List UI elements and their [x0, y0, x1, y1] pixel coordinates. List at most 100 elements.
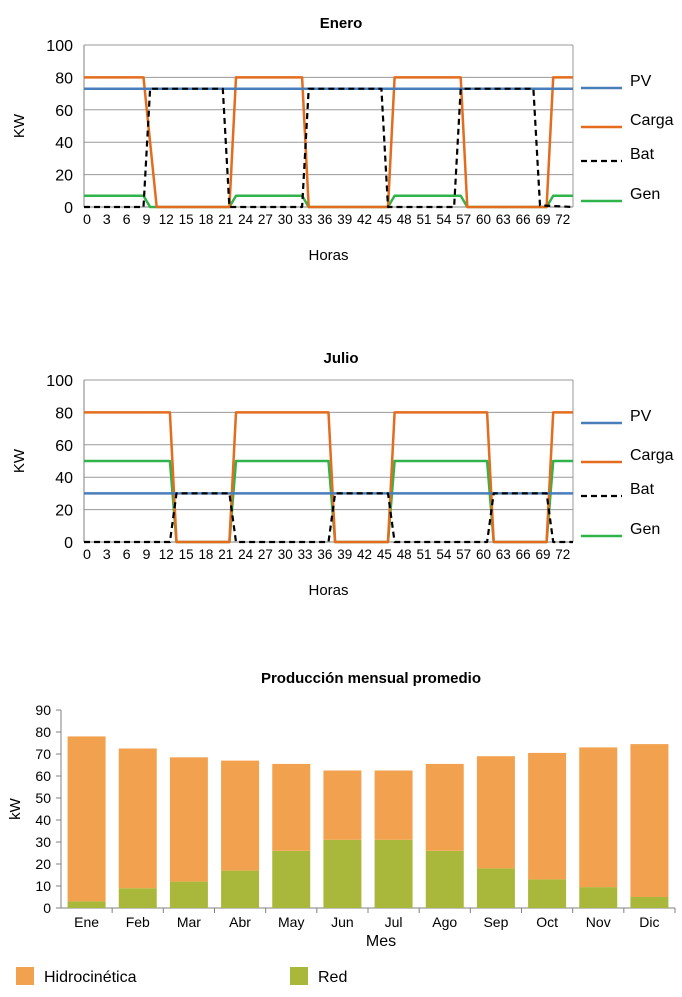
chart1-y-tick-label: 60	[55, 103, 73, 120]
chart2-x-tick-label: 12	[159, 546, 174, 562]
chart1-x-tick-label: 30	[278, 211, 293, 227]
chart2-x-tick-label: 60	[476, 546, 491, 562]
produccion-bar-chart: Producción mensual promedio 0 10 20 30 40 50 60…	[0, 660, 682, 997]
chart1-x-tick-label: 54	[436, 211, 451, 227]
chart2-y-tick-label: 100	[46, 373, 73, 390]
chart3-bar-red	[67, 901, 106, 908]
chart1-legend-label-gen: Gen	[630, 186, 660, 203]
chart2-series-bat-line	[84, 492, 573, 544]
chart3-bar-hidrocinética	[630, 744, 669, 897]
chart1-y-tick-label: 40	[55, 135, 73, 152]
chart2-series-gen-line	[84, 459, 573, 544]
chart1-x-tick-label: 72	[555, 211, 570, 227]
chart2-x-tick-label: 66	[516, 546, 531, 562]
chart3-x-tick-label: Nov	[586, 914, 611, 930]
chart3-x-tick-label: Feb	[126, 914, 150, 930]
chart1-x-tick-label: 27	[258, 211, 273, 227]
chart3-bar-hidrocinética	[476, 756, 515, 869]
chart3-bar-red	[221, 870, 260, 908]
chart1-legend-label-bat: Bat	[630, 146, 655, 163]
chart3-legend-swatch-red	[290, 967, 308, 985]
chart1-legend-label-pv: PV	[630, 73, 652, 90]
chart2-y-axis-label: KW	[11, 448, 28, 473]
chart3-x-tick-label: Mar	[177, 914, 201, 930]
chart2-x-tick-label: 15	[179, 546, 194, 562]
chart3-bar-red	[579, 887, 618, 908]
chart3-y-tick-label: 80	[35, 724, 51, 740]
chart1-x-tick-label: 24	[238, 211, 253, 227]
chart3-x-tick-label: Abr	[229, 914, 251, 930]
chart2-x-tick-label: 6	[123, 546, 131, 562]
chart1-x-tick-label: 18	[198, 211, 213, 227]
chart1-y-tick-label: 20	[55, 168, 73, 185]
chart2-x-tick-label: 33	[298, 546, 313, 562]
chart2-x-tick-label: 36	[317, 546, 332, 562]
chart2-x-tick-label: 42	[357, 546, 372, 562]
chart2-y-tick-label: 40	[55, 470, 73, 487]
chart1-x-tick-label: 15	[179, 211, 194, 227]
chart3-bar-red	[272, 850, 311, 908]
chart3-bar-red	[528, 879, 567, 908]
chart1-x-tick-label: 12	[159, 211, 174, 227]
chart1-y-tick-label: 100	[46, 38, 73, 55]
chart1-y-tick-label: 0	[64, 200, 73, 217]
chart3-title: Producción mensual promedio	[261, 670, 481, 687]
chart2-legend-label-gen: Gen	[630, 521, 660, 538]
chart1-x-tick-label: 36	[317, 211, 332, 227]
chart3-y-tick-label: 90	[35, 702, 51, 718]
chart2-x-tick-label: 27	[258, 546, 273, 562]
chart3-y-tick-label: 40	[35, 812, 51, 828]
chart2-x-tick-label: 45	[377, 546, 392, 562]
chart2-y-tick-label: 60	[55, 438, 73, 455]
chart3-bar-hidrocinética	[425, 763, 464, 851]
chart3-bar-red	[118, 888, 157, 908]
chart3-x-tick-label: May	[278, 914, 304, 930]
chart1-legend-label-carga: Carga	[630, 112, 674, 129]
chart3-legend-label-hidrocinetica: Hidrocinética	[44, 969, 137, 986]
chart3-x-tick-label: Jul	[385, 914, 403, 930]
chart1-series-carga-line	[84, 76, 573, 209]
chart2-x-tick-label: 21	[218, 546, 233, 562]
chart1-x-tick-label: 60	[476, 211, 491, 227]
chart3-bar-hidrocinética	[67, 736, 106, 902]
chart3-legend-swatch-hidrocinetica	[16, 967, 34, 985]
chart1-series-bat-line	[84, 87, 574, 209]
chart3-bar-hidrocinética	[118, 748, 157, 889]
chart1-x-tick-label: 48	[397, 211, 412, 227]
chart1-x-tick-label: 66	[516, 211, 531, 227]
produccion-chart-svg: Producción mensual promedio 0 10 20 30 40 50 60…	[7, 670, 676, 986]
chart2-y-tick-label: 20	[55, 503, 73, 520]
chart1-x-tick-label: 39	[337, 211, 352, 227]
chart3-bar-hidrocinética	[272, 763, 311, 851]
chart1-x-tick-label: 57	[456, 211, 471, 227]
chart1-x-tick-label: 42	[357, 211, 372, 227]
chart2-y-tick-label: 80	[55, 405, 73, 422]
chart3-y-tick-label: 60	[35, 768, 51, 784]
chart1-x-tick-label: 69	[535, 211, 550, 227]
enero-line-chart: Enero 0 20 40 60 80 100 0 3 6 9 12 15 18 21 24 27 30 33 36 3…	[0, 0, 682, 295]
chart2-x-tick-label: 72	[555, 546, 570, 562]
chart1-title: Enero	[320, 15, 363, 32]
chart1-x-tick-label: 51	[417, 211, 432, 227]
chart3-y-tick-label: 30	[35, 834, 51, 850]
chart2-x-tick-label: 18	[198, 546, 213, 562]
chart3-bar-hidrocinética	[169, 757, 208, 882]
chart3-x-axis-label: Mes	[366, 933, 396, 950]
chart3-bar-red	[323, 839, 362, 908]
chart3-y-tick-label: 0	[43, 900, 51, 916]
chart3-bar-red	[630, 897, 669, 908]
chart3-y-tick-label: 10	[35, 878, 51, 894]
chart3-bar-hidrocinética	[528, 752, 567, 880]
chart1-x-tick-label: 9	[142, 211, 150, 227]
chart3-bar-hidrocinética	[374, 770, 413, 840]
chart1-x-axis-label: Horas	[308, 247, 348, 264]
chart3-bar-hidrocinética	[323, 770, 362, 840]
chart3-bar-hidrocinética	[579, 747, 618, 888]
chart2-legend-label-pv: PV	[630, 408, 652, 425]
chart2-x-tick-label: 57	[456, 546, 471, 562]
chart2-x-tick-label: 54	[436, 546, 451, 562]
chart1-x-tick-label: 33	[298, 211, 313, 227]
chart2-x-tick-label: 3	[103, 546, 111, 562]
